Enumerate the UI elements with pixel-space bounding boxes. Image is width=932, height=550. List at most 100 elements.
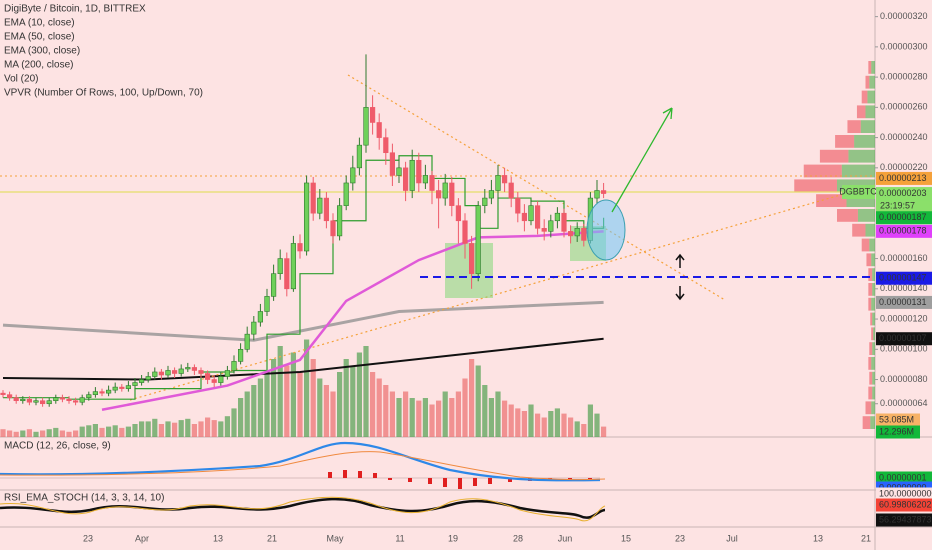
price-badge bbox=[876, 332, 932, 346]
candle-body bbox=[376, 122, 382, 138]
profile-up bbox=[854, 135, 875, 148]
volume-bar bbox=[178, 420, 184, 437]
volume-bar bbox=[238, 398, 244, 437]
volume-bar bbox=[469, 359, 475, 437]
candle-body bbox=[363, 107, 369, 146]
x-tick-label: Jul bbox=[726, 533, 738, 543]
volume-bar bbox=[198, 421, 204, 437]
volume-bar bbox=[370, 372, 376, 437]
profile-down bbox=[803, 164, 842, 178]
candle-body bbox=[317, 197, 323, 214]
candle-body bbox=[66, 398, 72, 402]
volume-bar bbox=[429, 404, 435, 437]
price-badge bbox=[876, 513, 932, 527]
volume-bar bbox=[92, 424, 98, 437]
marks bbox=[0, 54, 607, 412]
y-tick-label: 0.00000260 bbox=[880, 102, 928, 112]
candle-body bbox=[251, 321, 257, 335]
volume-bar bbox=[211, 420, 217, 437]
candle-body bbox=[284, 258, 290, 290]
candle-body bbox=[73, 400, 79, 403]
volume-bar bbox=[244, 391, 250, 437]
volume-bar bbox=[191, 424, 197, 437]
badge-label: 12.296M bbox=[879, 426, 914, 436]
volume-bar bbox=[455, 391, 461, 437]
candle-body bbox=[112, 386, 118, 391]
x-tick-label: 11 bbox=[395, 533, 404, 543]
profile-up bbox=[857, 209, 875, 222]
volume-bar bbox=[409, 398, 415, 437]
profile-up bbox=[872, 283, 875, 296]
symbol-label: DGBBTC bbox=[839, 186, 877, 196]
volume-bar bbox=[125, 426, 131, 437]
volume-bar bbox=[251, 385, 257, 437]
volume-bar bbox=[587, 404, 593, 437]
candle-body bbox=[145, 376, 151, 380]
candle-body bbox=[270, 273, 277, 297]
volume-bar bbox=[337, 372, 343, 437]
candle-body bbox=[224, 370, 231, 377]
candle-body bbox=[205, 373, 211, 380]
price-badge bbox=[876, 498, 932, 512]
profile-down bbox=[868, 268, 873, 281]
candle-body bbox=[277, 258, 283, 274]
legend-entry: MA (200, close) bbox=[4, 60, 73, 71]
candle-body bbox=[238, 348, 244, 362]
candle-body bbox=[488, 190, 495, 199]
candle-body bbox=[468, 243, 475, 274]
candle-body bbox=[7, 394, 13, 398]
price-badge bbox=[876, 487, 932, 501]
countdown: 23:19:57 bbox=[880, 200, 915, 210]
candle-body bbox=[139, 379, 145, 383]
candle-body bbox=[396, 167, 402, 176]
y-tick-label: 0.00000220 bbox=[880, 162, 928, 172]
candle-body bbox=[178, 368, 184, 374]
candle-body bbox=[548, 220, 554, 232]
volume-bar bbox=[152, 418, 158, 437]
candle-body bbox=[416, 159, 422, 184]
volume-bar bbox=[356, 352, 362, 437]
profile-up bbox=[841, 164, 875, 178]
pane-title: MACD (12, 26, close, 9) bbox=[4, 441, 111, 452]
y-tick-label: 0.00000140 bbox=[880, 283, 928, 293]
volume-bar bbox=[521, 411, 527, 437]
volume-bar bbox=[581, 424, 587, 437]
badge-label: 0.00000147 bbox=[879, 273, 927, 283]
y-tick-label: 0.00000100 bbox=[880, 344, 928, 354]
profile-down bbox=[816, 194, 847, 207]
volume-bar bbox=[26, 429, 32, 437]
candle-body bbox=[383, 137, 389, 154]
profile-up bbox=[871, 357, 875, 370]
volume-bar bbox=[350, 365, 356, 437]
legend-entry: VPVR (Number Of Rows, 100, Up/Down, 70) bbox=[4, 88, 203, 99]
candle-body bbox=[79, 397, 85, 403]
volume-bar bbox=[304, 339, 310, 437]
badge-label: 53.085M bbox=[879, 414, 914, 424]
volume-bar bbox=[86, 425, 92, 437]
volume-bar bbox=[264, 372, 270, 437]
volume-bar bbox=[158, 424, 164, 437]
profile-up bbox=[870, 416, 875, 429]
candle-body bbox=[297, 243, 303, 252]
volume-bar bbox=[112, 425, 118, 437]
legend-entry: EMA (50, close) bbox=[4, 32, 75, 43]
volume-bar bbox=[416, 400, 422, 437]
volume-bar bbox=[554, 408, 560, 437]
y-tick-label: 0.00000160 bbox=[880, 253, 928, 263]
candle-body bbox=[475, 205, 481, 274]
indicator-line bbox=[2, 300, 604, 342]
candle-body bbox=[92, 391, 98, 395]
candle-body bbox=[402, 167, 409, 191]
signal-line bbox=[0, 451, 606, 481]
macd-line bbox=[0, 441, 601, 482]
volume-bar bbox=[13, 431, 19, 437]
volume-bar bbox=[106, 426, 112, 437]
x-tick-label: 21 bbox=[267, 533, 277, 543]
y-tick-label: 0.00000240 bbox=[880, 132, 928, 142]
candle-body bbox=[541, 228, 547, 232]
volume-bar bbox=[508, 404, 514, 437]
price-badge bbox=[876, 171, 932, 185]
x-tick-label: Apr bbox=[135, 533, 149, 543]
volume-bar bbox=[601, 426, 607, 437]
arrow bbox=[611, 107, 673, 213]
